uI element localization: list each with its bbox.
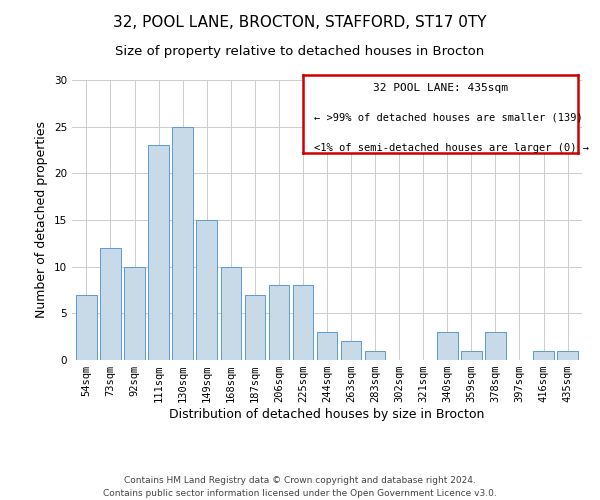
Bar bbox=[172, 126, 193, 360]
Bar bbox=[461, 350, 482, 360]
Bar bbox=[76, 294, 97, 360]
Bar bbox=[124, 266, 145, 360]
Text: <1% of semi-detached houses are larger (0) →: <1% of semi-detached houses are larger (… bbox=[314, 143, 589, 153]
Bar bbox=[317, 332, 337, 360]
Bar bbox=[221, 266, 241, 360]
Bar bbox=[365, 350, 385, 360]
Bar bbox=[148, 146, 169, 360]
Text: ← >99% of detached houses are smaller (139): ← >99% of detached houses are smaller (1… bbox=[314, 112, 583, 122]
X-axis label: Distribution of detached houses by size in Brocton: Distribution of detached houses by size … bbox=[169, 408, 485, 421]
Bar bbox=[557, 350, 578, 360]
Bar bbox=[485, 332, 506, 360]
Bar bbox=[437, 332, 458, 360]
Bar bbox=[293, 286, 313, 360]
Text: 32, POOL LANE, BROCTON, STAFFORD, ST17 0TY: 32, POOL LANE, BROCTON, STAFFORD, ST17 0… bbox=[113, 15, 487, 30]
Text: Contains HM Land Registry data © Crown copyright and database right 2024.
Contai: Contains HM Land Registry data © Crown c… bbox=[103, 476, 497, 498]
Text: 32 POOL LANE: 435sqm: 32 POOL LANE: 435sqm bbox=[373, 82, 508, 93]
Bar bbox=[100, 248, 121, 360]
Bar bbox=[533, 350, 554, 360]
Bar bbox=[269, 286, 289, 360]
Bar bbox=[196, 220, 217, 360]
Bar bbox=[341, 342, 361, 360]
Bar bbox=[245, 294, 265, 360]
Y-axis label: Number of detached properties: Number of detached properties bbox=[35, 122, 49, 318]
Text: Size of property relative to detached houses in Brocton: Size of property relative to detached ho… bbox=[115, 45, 485, 58]
